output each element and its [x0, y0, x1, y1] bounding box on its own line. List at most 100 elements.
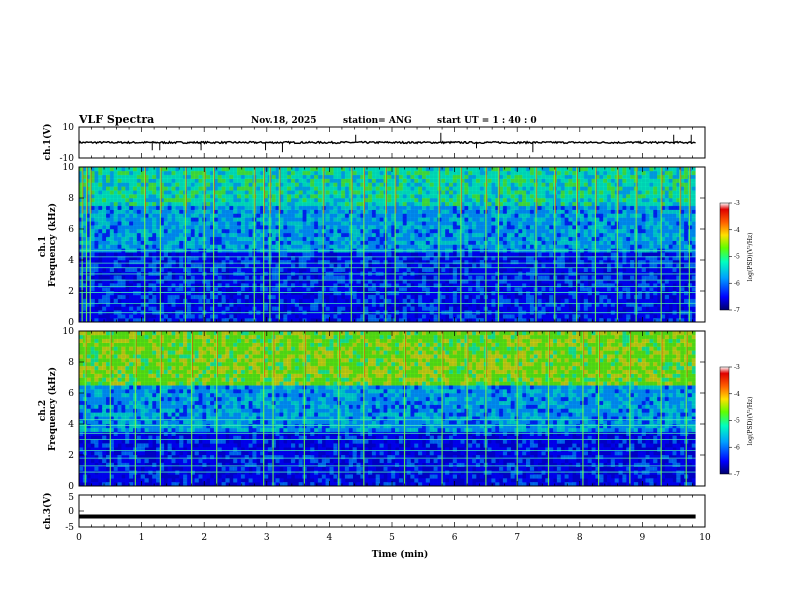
spectrogram-cell	[456, 236, 461, 241]
spectrogram-cell	[522, 236, 527, 241]
spectrogram-cell	[306, 209, 311, 214]
spectrogram-cell	[587, 225, 592, 230]
spectrogram-cell	[406, 221, 411, 226]
spectrogram-cell	[529, 275, 535, 280]
spectrogram-cell	[256, 186, 261, 191]
spectrogram-cell	[213, 178, 219, 183]
spectrogram-cell	[352, 201, 357, 207]
spectrogram-cell	[167, 198, 172, 203]
spectrogram-cell	[545, 190, 550, 195]
spectrogram-cell	[402, 244, 407, 249]
spectrogram-cell	[572, 170, 577, 176]
spectrogram-cell	[117, 205, 122, 210]
spectrogram-cell	[576, 294, 581, 300]
spectrogram-cell	[445, 167, 450, 172]
spectrogram-cell	[314, 232, 319, 238]
spectrogram-cell	[576, 244, 581, 249]
spectrogram-cell	[541, 217, 546, 222]
spectrogram-cell	[425, 267, 430, 272]
spectrogram-cell	[456, 244, 461, 249]
spectrogram-cell	[576, 209, 581, 214]
spectrogram-cell	[240, 186, 246, 191]
spectrogram-cell	[314, 267, 319, 272]
spectrogram-cell	[90, 167, 95, 172]
spectrogram-cell	[233, 167, 238, 172]
spectrogram-cell	[136, 244, 141, 249]
spectrogram-cell	[537, 294, 542, 300]
spectrogram-cell	[479, 190, 484, 195]
spectrogram-cell	[418, 302, 423, 307]
spectrogram-cell	[468, 244, 473, 249]
spectrogram-cell	[510, 225, 515, 230]
spectrogram-cell	[287, 174, 292, 179]
spectrogram-cell	[144, 256, 149, 261]
spectrogram-cell	[418, 225, 423, 230]
spectrogram-cell	[156, 182, 161, 187]
spectrogram-cell	[325, 213, 330, 218]
spectrogram-cell	[603, 182, 608, 187]
spectrogram-cell	[217, 291, 222, 296]
spectrogram-cell	[445, 213, 450, 218]
spectrogram-cell	[244, 178, 249, 183]
spectrogram-cell	[210, 225, 215, 230]
spectrogram-cell	[449, 236, 454, 241]
spectrogram-cell	[179, 283, 184, 288]
spectrogram-cell	[560, 198, 565, 203]
spectrogram-cell	[398, 236, 404, 241]
spectrogram-cell	[395, 170, 400, 176]
spectrogram-cell	[452, 194, 457, 199]
spectrogram-cell	[391, 302, 396, 307]
spectrogram-cell	[144, 244, 149, 249]
spectrogram-cell	[106, 252, 111, 257]
spectrogram-cell	[271, 298, 276, 303]
spectrogram-cell	[291, 229, 296, 234]
spectrogram-cell	[244, 232, 249, 238]
spectrogram-cell	[302, 213, 307, 218]
spectrogram-cell	[371, 267, 377, 272]
spectrogram-cell	[287, 298, 292, 303]
spectrogram-cell	[317, 294, 323, 300]
spectrogram-cell	[360, 194, 365, 199]
spectrogram-cell	[136, 205, 141, 210]
spectrogram-cell	[433, 205, 438, 210]
spectrogram-cell	[317, 263, 323, 269]
spectrogram-cell	[522, 190, 527, 195]
spectrogram-cell	[121, 252, 126, 257]
spectrogram-cell	[398, 252, 404, 257]
spectrogram-cell	[425, 213, 430, 218]
spectrogram-cell	[564, 221, 569, 226]
spectrogram-cell	[433, 294, 438, 300]
spectrogram-cell	[237, 279, 242, 284]
spectrogram-cell	[298, 287, 303, 292]
spectrogram-cell	[171, 287, 176, 292]
spectrogram-cell	[568, 225, 573, 230]
spectrogram-cell	[283, 294, 288, 300]
spectrogram-cell	[398, 205, 404, 210]
spectrogram-cell	[152, 302, 157, 307]
spectrogram-cell	[599, 205, 604, 210]
spectrogram-cell	[514, 283, 519, 288]
spectrogram-cell	[449, 174, 454, 179]
spectrogram-cell	[310, 256, 315, 261]
spectrogram-cell	[302, 260, 307, 265]
spectrogram-cell	[240, 174, 246, 179]
spectrogram-cell	[371, 236, 377, 241]
spectrogram-cell	[564, 232, 569, 238]
spectrogram-cell	[133, 205, 138, 210]
spectrogram-cell	[549, 209, 554, 214]
spectrogram-cell	[206, 174, 211, 179]
spectrogram-cell	[294, 318, 299, 323]
spectrogram-cell	[414, 283, 419, 288]
spectrogram-cell	[341, 229, 346, 234]
spectrogram-cell	[364, 298, 369, 303]
spectrogram-cell	[568, 182, 573, 187]
spectrogram-cell	[94, 244, 99, 249]
spectrogram-cell	[364, 275, 369, 280]
spectrogram-cell	[287, 232, 292, 238]
spectrogram-cell	[314, 201, 319, 207]
spectrogram-cell	[541, 306, 546, 311]
spectrogram-cell	[591, 225, 596, 230]
spectrogram-cell	[106, 217, 111, 222]
spectrogram-cell	[487, 314, 492, 319]
spectrogram-cell	[159, 198, 165, 203]
